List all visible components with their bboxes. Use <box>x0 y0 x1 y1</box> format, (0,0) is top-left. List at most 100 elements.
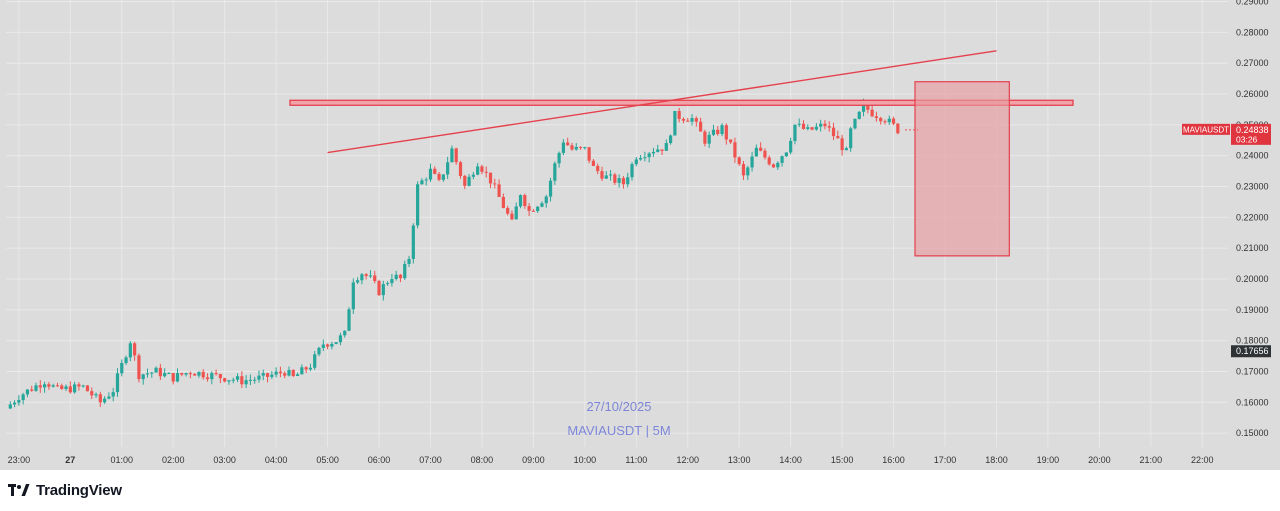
candle-body <box>304 367 308 370</box>
candle-body <box>750 156 754 168</box>
candle-body <box>540 203 544 207</box>
candle-body <box>450 148 454 163</box>
candle-body <box>394 274 398 280</box>
candle-body <box>724 125 728 140</box>
candle-body <box>771 164 776 168</box>
candle-body <box>368 275 373 277</box>
candle-body <box>321 344 325 348</box>
candle-body <box>47 384 51 387</box>
candle-body <box>497 184 501 197</box>
watermark-date: 27/10/2025 <box>586 399 651 414</box>
candle-body <box>253 379 257 381</box>
candle-body <box>643 157 647 159</box>
candle-body <box>317 347 321 355</box>
brand-name: TradingView <box>36 482 122 499</box>
candle-body <box>896 123 900 134</box>
candle-body <box>780 156 784 163</box>
candle-body <box>175 373 180 382</box>
candle-body <box>544 196 548 204</box>
candle-body <box>844 148 848 151</box>
candle-body <box>42 384 47 388</box>
candle-body <box>107 396 111 399</box>
candle-body <box>707 134 711 144</box>
tradingview-logo[interactable]: TradingView <box>8 482 122 499</box>
candle-body <box>223 378 227 382</box>
candle-body <box>343 330 347 336</box>
candle-body <box>381 284 385 296</box>
candle-body <box>578 146 583 148</box>
candlestick-chart[interactable]: 0.290000.280000.270000.260000.250000.240… <box>0 0 1280 470</box>
candle-body <box>73 384 77 393</box>
chart-panel[interactable]: 0.290000.280000.270000.260000.250000.240… <box>0 0 1280 470</box>
x-tick-label: 11:00 <box>625 455 647 465</box>
candle-body <box>437 173 441 180</box>
y-tick-label: 0.16000 <box>1236 397 1269 407</box>
candle-body <box>334 342 338 344</box>
candle-body <box>90 391 94 396</box>
candle-body <box>891 118 896 124</box>
x-tick-label: 17:00 <box>934 455 957 465</box>
candle-body <box>60 385 64 390</box>
candle-body <box>763 150 767 158</box>
candle-body <box>411 225 415 259</box>
candle-body <box>814 126 818 130</box>
target-zone-box[interactable] <box>914 81 1010 257</box>
marker-price-value: 0.17656 <box>1236 346 1269 356</box>
candle-body <box>793 124 797 141</box>
candle-body <box>441 174 445 180</box>
candle-body <box>38 385 42 388</box>
y-tick-label: 0.22000 <box>1236 212 1269 222</box>
candle-body <box>30 389 34 391</box>
candle-body <box>883 121 887 123</box>
candle-body <box>716 129 720 135</box>
y-tick-label: 0.21000 <box>1236 243 1269 253</box>
y-tick-label: 0.26000 <box>1236 89 1269 99</box>
candle-body <box>681 118 686 121</box>
candle-body <box>660 149 664 151</box>
candle-body <box>446 162 450 175</box>
symbol-badge-label: MAVIAUSDT <box>1183 125 1229 134</box>
candle-body <box>458 162 463 176</box>
candle-body <box>308 367 313 370</box>
candle-body <box>536 206 540 212</box>
candle-body <box>741 164 746 176</box>
candle-body <box>197 371 201 376</box>
candle-body <box>12 402 17 405</box>
candle-body <box>287 370 291 376</box>
candle-body <box>454 148 458 163</box>
candle-body <box>518 195 523 207</box>
x-tick-label: 20:00 <box>1088 455 1111 465</box>
candle-body <box>210 373 214 380</box>
candle-body <box>767 157 771 165</box>
x-tick-label: 12:00 <box>676 455 699 465</box>
candle-body <box>754 147 758 157</box>
candle-body <box>261 373 265 376</box>
x-tick-label: 15:00 <box>831 455 854 465</box>
candle-body <box>523 195 527 207</box>
candle-body <box>827 126 831 128</box>
candle-body <box>347 309 351 331</box>
candle-body <box>677 110 681 119</box>
candle-body <box>484 171 488 173</box>
candle-body <box>158 367 162 377</box>
candle-body <box>566 142 570 146</box>
candle-body <box>810 127 814 130</box>
candle-body <box>34 385 38 391</box>
candle-body <box>231 379 235 381</box>
candle-body <box>141 374 145 380</box>
y-tick-label: 0.20000 <box>1236 274 1269 284</box>
candle-body <box>638 157 643 160</box>
trendline[interactable] <box>327 50 997 154</box>
horizontal-resistance-line[interactable] <box>289 99 1074 106</box>
candle-body <box>621 178 626 185</box>
x-tick-label: 09:00 <box>522 455 545 465</box>
x-tick-label: 10:00 <box>574 455 597 465</box>
candle-body <box>360 274 364 281</box>
y-tick-label: 0.23000 <box>1236 182 1269 192</box>
candle-body <box>608 174 613 176</box>
x-tick-label: 21:00 <box>1140 455 1163 465</box>
candle-body <box>836 136 840 139</box>
candle-body <box>686 120 690 122</box>
candle-body <box>390 279 394 284</box>
candle-body <box>801 123 806 129</box>
